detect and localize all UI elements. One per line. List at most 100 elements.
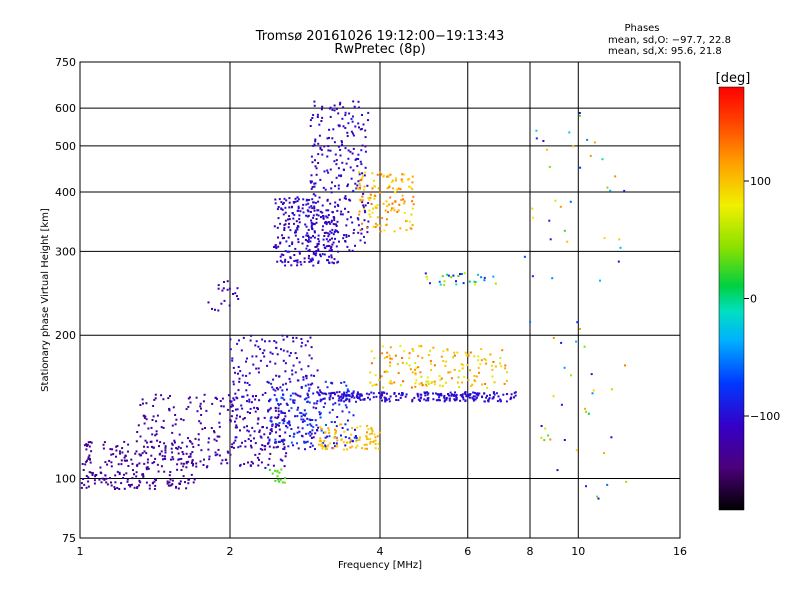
data-point bbox=[276, 353, 279, 356]
data-point bbox=[307, 383, 310, 386]
data-point bbox=[304, 448, 306, 451]
data-point bbox=[370, 350, 373, 353]
data-point bbox=[338, 391, 341, 393]
data-point bbox=[542, 140, 545, 142]
data-point bbox=[358, 436, 361, 439]
data-point bbox=[366, 447, 368, 450]
data-point bbox=[332, 241, 335, 244]
data-point bbox=[153, 461, 156, 464]
data-point bbox=[314, 432, 317, 435]
data-point bbox=[312, 392, 315, 395]
data-point bbox=[247, 430, 250, 433]
data-point bbox=[87, 457, 90, 460]
data-point bbox=[308, 254, 310, 257]
data-point bbox=[277, 388, 280, 391]
data-point bbox=[287, 261, 290, 263]
data-point bbox=[268, 340, 271, 343]
data-point bbox=[384, 398, 387, 401]
data-point bbox=[310, 437, 313, 439]
data-point bbox=[281, 397, 284, 400]
data-point bbox=[583, 345, 586, 348]
data-point bbox=[149, 440, 152, 443]
y-tick-label: 500 bbox=[55, 140, 76, 153]
data-point bbox=[234, 408, 237, 411]
data-point bbox=[187, 478, 190, 481]
data-point bbox=[130, 483, 133, 486]
data-point bbox=[323, 170, 326, 173]
data-point bbox=[143, 422, 146, 425]
data-point bbox=[345, 406, 348, 409]
plot-grid bbox=[80, 62, 680, 538]
data-point bbox=[215, 439, 218, 442]
data-point bbox=[303, 440, 306, 443]
data-point bbox=[217, 284, 220, 287]
data-point bbox=[332, 223, 335, 226]
data-point bbox=[351, 394, 354, 397]
data-point bbox=[440, 355, 443, 358]
data-point bbox=[163, 442, 166, 445]
y-tick-label: 200 bbox=[55, 329, 76, 342]
data-point bbox=[374, 443, 377, 445]
data-point bbox=[288, 215, 291, 218]
data-point bbox=[371, 430, 374, 433]
data-point bbox=[363, 185, 366, 188]
data-point bbox=[367, 220, 370, 223]
data-point bbox=[319, 440, 322, 443]
data-point bbox=[296, 431, 299, 434]
data-point bbox=[340, 210, 343, 213]
data-point bbox=[346, 131, 349, 134]
data-point bbox=[365, 443, 368, 446]
data-point bbox=[282, 201, 285, 204]
data-point bbox=[367, 111, 370, 114]
data-point bbox=[99, 466, 102, 469]
data-point bbox=[410, 186, 413, 189]
data-point bbox=[227, 394, 230, 397]
data-point bbox=[191, 464, 194, 467]
data-point bbox=[246, 425, 248, 428]
data-point bbox=[197, 438, 200, 441]
data-point bbox=[84, 463, 87, 466]
data-point bbox=[293, 222, 295, 225]
data-point bbox=[324, 402, 327, 405]
data-point bbox=[575, 340, 578, 343]
data-point bbox=[302, 235, 305, 238]
data-point bbox=[289, 256, 292, 259]
data-point bbox=[178, 482, 181, 485]
data-point bbox=[94, 475, 97, 478]
data-point bbox=[363, 235, 365, 238]
data-point bbox=[160, 450, 163, 453]
data-point bbox=[432, 398, 435, 401]
data-point bbox=[306, 394, 309, 396]
data-point bbox=[310, 225, 313, 228]
data-point bbox=[132, 469, 134, 472]
data-point bbox=[236, 342, 239, 345]
data-point bbox=[319, 391, 322, 394]
data-point bbox=[459, 399, 462, 402]
data-point bbox=[334, 205, 336, 208]
data-point bbox=[358, 187, 361, 190]
data-point bbox=[347, 394, 350, 396]
data-point bbox=[320, 216, 322, 219]
data-point bbox=[277, 217, 280, 220]
data-point bbox=[270, 416, 273, 419]
data-point bbox=[293, 213, 296, 216]
data-point bbox=[292, 336, 294, 339]
data-point bbox=[274, 202, 277, 205]
data-point bbox=[242, 336, 245, 339]
data-point bbox=[155, 430, 158, 433]
data-point bbox=[246, 394, 249, 397]
data-point bbox=[276, 226, 279, 229]
data-point bbox=[181, 451, 184, 453]
data-point bbox=[455, 395, 458, 398]
data-point bbox=[214, 451, 217, 454]
data-point bbox=[374, 206, 377, 209]
data-point bbox=[356, 187, 359, 190]
data-point bbox=[396, 363, 399, 366]
data-point bbox=[332, 447, 335, 450]
data-point bbox=[296, 415, 299, 418]
data-point bbox=[329, 247, 332, 250]
data-point bbox=[456, 351, 459, 354]
data-point bbox=[288, 377, 291, 380]
data-point bbox=[154, 434, 157, 437]
data-point bbox=[411, 398, 414, 401]
